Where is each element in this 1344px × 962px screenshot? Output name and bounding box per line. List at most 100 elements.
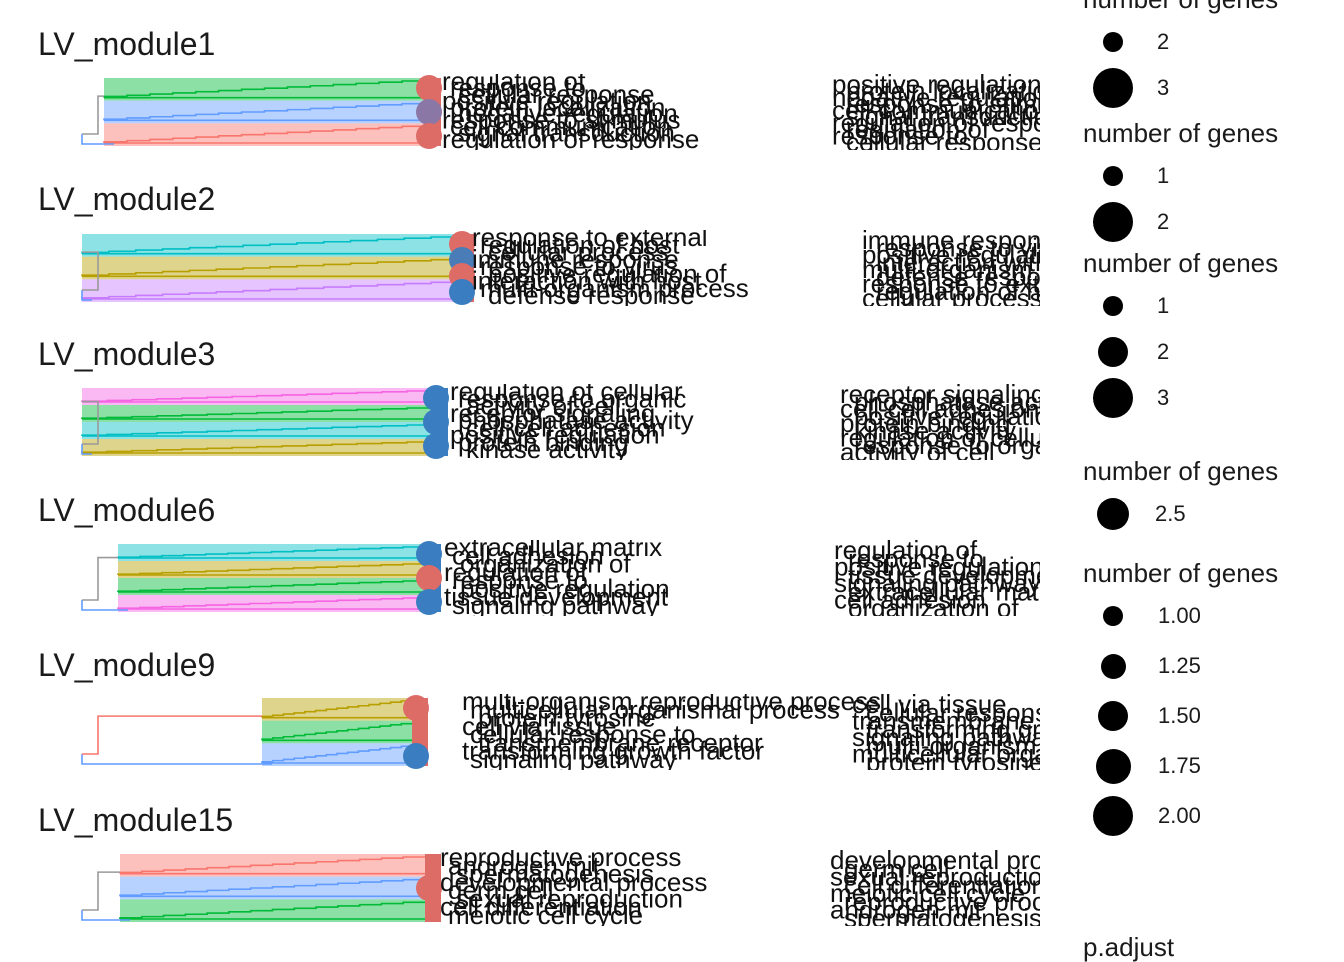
dendrogram-branch bbox=[117, 597, 425, 610]
legend-title: number of genes bbox=[1083, 248, 1279, 278]
term-label: protein tyrosine bbox=[866, 747, 1044, 777]
term-label: androgen mit bbox=[830, 895, 983, 925]
term-label: tissue development bbox=[444, 582, 669, 612]
dendrogram-branch bbox=[103, 102, 425, 121]
dendrogram-root bbox=[82, 400, 99, 445]
term-label: protein binding bbox=[840, 408, 1011, 438]
dendrogram-branch bbox=[117, 563, 425, 576]
term-label: regulation of host bbox=[876, 276, 1076, 306]
term-label: response to organic bbox=[458, 383, 686, 413]
term-label: immune response bbox=[472, 244, 679, 274]
dendrogram-branch bbox=[117, 580, 425, 593]
node-dot bbox=[416, 75, 442, 101]
term-label: cellular response bbox=[458, 79, 655, 109]
term-label: positive regulation bbox=[834, 552, 1044, 582]
term-label: reproductive process bbox=[844, 886, 1085, 916]
dendrogram-root bbox=[82, 715, 262, 755]
node-dot bbox=[416, 541, 442, 567]
legend-size-label: 2.5 bbox=[1155, 501, 1186, 526]
dendrogram-branch bbox=[81, 258, 458, 277]
node-dot bbox=[416, 565, 442, 591]
term-label: spermatogenesis bbox=[844, 903, 1042, 933]
panel-0: regulation of positive regulationresponse… bbox=[81, 66, 1089, 154]
term-label: positive regulation bbox=[450, 420, 660, 450]
panel-5: reproductive process developmental proces… bbox=[81, 842, 1085, 933]
dendrogram-branch bbox=[119, 901, 425, 919]
term-label: response to external bbox=[862, 269, 1098, 299]
dendrogram-root bbox=[81, 444, 92, 455]
term-label: response to bbox=[450, 72, 586, 102]
legend-size-dot bbox=[1093, 378, 1133, 418]
legend-size-dot bbox=[1093, 202, 1133, 242]
term-label: meiotic cell cycle bbox=[830, 878, 1025, 908]
term-label: sexual reproduction bbox=[456, 883, 683, 913]
term-label: protein binding bbox=[458, 427, 629, 457]
legend-size-label: 2.00 bbox=[1158, 803, 1201, 828]
term-label: cell adhesion bbox=[834, 585, 986, 615]
dendrogram-root bbox=[81, 600, 128, 611]
term-label: defense response bbox=[876, 261, 1083, 291]
dendrogram-branch bbox=[261, 745, 412, 763]
panel-4: multi-organism reproductive processcell … bbox=[81, 686, 1285, 777]
legend-size-label: 2 bbox=[1157, 29, 1170, 54]
term-label: reproductive process bbox=[440, 842, 681, 872]
legend-size-label: 1.75 bbox=[1158, 753, 1201, 778]
term-label: protein localization bbox=[846, 75, 1061, 105]
dendrogram-branch bbox=[81, 441, 432, 454]
term-label: regulation of bbox=[442, 66, 586, 96]
legend-size-dot bbox=[1097, 498, 1129, 530]
node-dot bbox=[423, 385, 449, 411]
term-label: cell differentiation bbox=[440, 892, 642, 922]
term-label: positive regulation bbox=[460, 573, 670, 603]
term-label: multi-organism process bbox=[480, 273, 749, 303]
term-label: germ cell bbox=[844, 853, 949, 883]
term-label: response to virus bbox=[480, 251, 678, 281]
node-dot bbox=[403, 743, 429, 769]
node-dot bbox=[416, 99, 442, 125]
term-label: cell via tissue bbox=[852, 689, 1007, 719]
term-label: cell-cell adhesion bbox=[466, 412, 665, 442]
term-label: response to bbox=[452, 565, 588, 595]
legend-size-dot bbox=[1098, 701, 1128, 731]
term-label: multi-organism reproductive process bbox=[462, 686, 881, 716]
term-label: defense response bbox=[488, 280, 695, 310]
legend-size-label: 1 bbox=[1157, 293, 1170, 318]
panel-2: regulation of cellular receptor signaling… bbox=[81, 379, 1073, 460]
term-label: regulation of response bbox=[832, 108, 1089, 138]
term-label: multi-organism reproductive process bbox=[866, 730, 1285, 760]
term-label: cell via tissue bbox=[462, 711, 617, 741]
legend-size-dot bbox=[1093, 68, 1133, 108]
term-label: extracellular matrix bbox=[848, 576, 1066, 606]
term-label: response to stimulus bbox=[846, 88, 1084, 118]
term-label: cell-cell adhesion bbox=[840, 394, 1039, 424]
dendrogram-branch bbox=[103, 80, 425, 98]
legend-size-label: 2 bbox=[1157, 339, 1170, 364]
dendrogram-root bbox=[81, 910, 130, 921]
dendrogram-branch bbox=[81, 407, 432, 420]
term-label: extracellular matrix bbox=[444, 532, 662, 562]
dendrogram-root bbox=[81, 754, 272, 765]
term-label: immune response bbox=[862, 225, 1069, 255]
dendrogram-root bbox=[82, 871, 120, 911]
term-label: spermatogenesis bbox=[456, 859, 654, 889]
legend-title: number of genes bbox=[1083, 558, 1279, 588]
node-dot bbox=[449, 279, 475, 305]
term-label: regulation of response bbox=[442, 124, 699, 154]
term-label: protein tyrosine bbox=[478, 703, 656, 733]
node-dot bbox=[423, 433, 449, 459]
term-label: positive regulation of bbox=[488, 258, 727, 288]
term-label: receptor signaling bbox=[840, 379, 1045, 409]
legend-size-label: 3 bbox=[1157, 75, 1170, 100]
term-label: regulation of cellular bbox=[840, 423, 1073, 453]
dendrogram-branch bbox=[261, 722, 412, 741]
dendrogram-root bbox=[82, 556, 118, 601]
term-label: germ cell bbox=[448, 875, 553, 905]
term-label: signaling pathway bbox=[452, 590, 659, 620]
term-label: developmental process bbox=[440, 867, 707, 897]
node-dot bbox=[416, 875, 442, 901]
term-label: regulation of bbox=[444, 557, 588, 587]
legend-title-padjust: p.adjust bbox=[1083, 932, 1175, 962]
dendrogram-root bbox=[81, 134, 114, 145]
term-label: signal transduction bbox=[458, 118, 675, 148]
